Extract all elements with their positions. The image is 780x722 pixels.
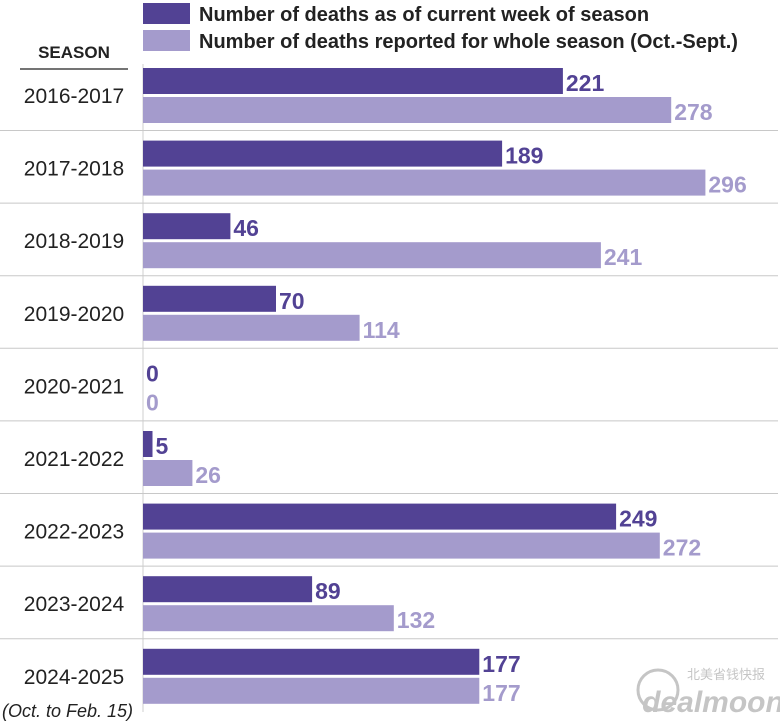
value-label-current-week: 5	[156, 433, 169, 459]
value-label-current-week: 89	[315, 578, 341, 604]
value-label-current-week: 46	[233, 215, 259, 241]
bar-current-week	[143, 431, 153, 457]
value-label-whole-season: 132	[397, 607, 435, 633]
value-label-whole-season: 114	[363, 317, 400, 343]
value-label-whole-season: 0	[146, 389, 159, 415]
dealmoon-watermark: 北美省钱快报 dealmoon	[636, 667, 780, 719]
value-label-current-week: 0	[146, 360, 159, 386]
bar-whole-season	[143, 677, 480, 704]
category-label: 2023-2024	[24, 593, 125, 616]
bar-whole-season	[143, 97, 672, 123]
legend-label-current-week: Number of deaths as of current week of s…	[199, 4, 649, 26]
bar-current-week	[143, 576, 313, 603]
bar-whole-season	[143, 314, 360, 341]
bar-current-week	[143, 140, 503, 167]
value-label-current-week: 70	[279, 288, 305, 314]
category-label: 2022-2023	[24, 521, 124, 544]
bar-whole-season	[143, 242, 601, 269]
legend-label-whole-season: Number of deaths reported for whole seas…	[199, 31, 738, 53]
value-label-whole-season: 26	[195, 462, 221, 488]
value-label-current-week: 189	[505, 143, 543, 169]
bar-current-week	[143, 68, 563, 94]
chart-rows: 2016-2017 221 278 2017-2018 189 296 2018-2019 4…	[0, 68, 778, 706]
category-label: 2020-2021	[24, 375, 124, 398]
bar-whole-season	[143, 169, 706, 196]
value-label-whole-season: 296	[708, 172, 746, 198]
value-label-current-week: 249	[619, 506, 657, 532]
category-header: SEASON	[38, 43, 110, 62]
category-label: 2018-2019	[24, 230, 124, 253]
value-label-current-week: 221	[566, 70, 605, 96]
value-label-whole-season: 177	[482, 680, 520, 706]
bar-current-week	[143, 285, 276, 312]
category-label: 2016-2017	[24, 85, 124, 108]
bar-current-week	[143, 213, 231, 240]
watermark-text: dealmoon	[642, 686, 780, 719]
watermark-subtext: 北美省钱快报	[687, 667, 765, 682]
value-label-whole-season: 272	[663, 535, 701, 561]
category-label: 2019-2020	[24, 303, 124, 326]
category-note: (Oct. to Feb. 15)	[2, 701, 133, 721]
bar-whole-season	[143, 532, 660, 559]
category-label: 2021-2022	[24, 448, 124, 471]
value-label-whole-season: 241	[604, 244, 643, 270]
bar-whole-season	[143, 460, 193, 486]
bar-current-week	[143, 648, 480, 675]
bar-whole-season	[143, 605, 394, 632]
category-label: 2017-2018	[24, 158, 124, 181]
legend-swatch-whole-season	[143, 30, 190, 51]
bar-current-week	[143, 503, 617, 530]
category-label: 2024-2025	[24, 666, 124, 689]
value-label-whole-season: 278	[674, 99, 713, 125]
legend-swatch-current-week	[143, 3, 190, 24]
value-label-current-week: 177	[482, 651, 520, 677]
watermark-moon-icon	[636, 668, 680, 712]
